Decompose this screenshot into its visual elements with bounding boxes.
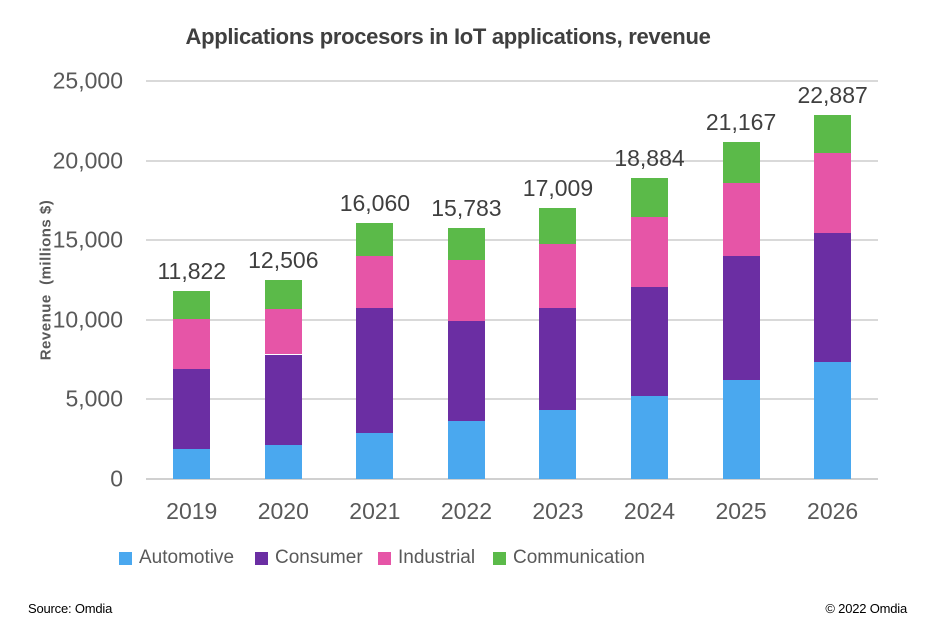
footer-source-text: Source: Omdia (28, 601, 113, 616)
bar-segment-automotive-2021 (356, 433, 394, 479)
bar-segment-consumer-2024 (631, 286, 669, 397)
x-tick-label-2023: 2023 (532, 498, 584, 524)
y-tick-label: 20,000 (52, 147, 123, 174)
bar-segment-automotive-2022 (447, 421, 485, 479)
legend-item-industrial: Industrial (378, 546, 475, 570)
bar-segment-automotive-2024 (631, 396, 669, 479)
bar-segment-communication-2019 (173, 290, 211, 320)
gridline (146, 318, 879, 321)
x-axis-line (146, 478, 879, 480)
x-tick-label-2025: 2025 (715, 498, 767, 524)
bar-segment-automotive-2020 (264, 445, 302, 479)
bar-segment-consumer-2026 (814, 232, 852, 363)
legend: Automotive Consumer Industrial Communicatio… (0, 546, 935, 572)
y-tick-label: 25,000 (52, 67, 123, 94)
y-tick-label: 0 (110, 465, 123, 492)
bar-segment-communication-2026 (814, 114, 852, 154)
bar-segment-automotive-2023 (539, 410, 577, 479)
y-tick-label: 15,000 (52, 226, 123, 253)
total-data-label: 11,822 (157, 257, 227, 284)
legend-swatch-icon (493, 551, 506, 565)
legend-swatch-icon (255, 551, 268, 565)
bar-segment-consumer-2022 (447, 321, 485, 422)
footer-copyright-text: © 2022 Omdia (825, 601, 907, 616)
gridline (146, 80, 879, 82)
x-tick-label-2020: 2020 (257, 498, 309, 524)
total-data-label: 12,506 (248, 246, 319, 273)
bar-segment-communication-2023 (539, 208, 577, 245)
bar-segment-industrial-2021 (356, 255, 394, 309)
legend-swatch-icon (378, 551, 391, 565)
gridline (146, 239, 879, 242)
legend-item-automotive: Automotive (119, 546, 234, 570)
bar-segment-automotive-2025 (722, 380, 760, 479)
chart-title: Applications procesors in IoT applicatio… (185, 24, 711, 49)
bar-segment-communication-2021 (356, 223, 394, 256)
bar-segment-industrial-2020 (264, 309, 302, 355)
legend-label: Automotive (139, 547, 235, 568)
bar-segment-industrial-2019 (173, 319, 211, 369)
x-tick-label-2026: 2026 (807, 498, 859, 524)
bar-segment-automotive-2026 (814, 362, 852, 479)
total-data-label: 17,009 (522, 175, 594, 202)
total-data-label: 18,884 (614, 145, 685, 172)
bar-segment-industrial-2023 (539, 244, 577, 308)
legend-swatch-icon (119, 551, 132, 565)
bar-segment-consumer-2020 (264, 354, 302, 446)
y-axis-title: Revenue (millions $) (37, 199, 55, 361)
bar-segment-communication-2020 (264, 279, 302, 310)
bar-segment-communication-2025 (722, 142, 760, 184)
total-data-label: 15,783 (431, 194, 502, 221)
legend-label: Industrial (398, 547, 476, 568)
legend-item-consumer: Consumer (255, 546, 363, 570)
y-tick-label: 10,000 (52, 306, 123, 333)
gridline (146, 398, 879, 401)
x-tick-label-2022: 2022 (440, 498, 493, 524)
x-tick-label-2019: 2019 (166, 498, 218, 524)
bar-segment-consumer-2023 (539, 307, 577, 411)
total-data-label: 22,887 (797, 81, 868, 108)
bar-segment-consumer-2021 (356, 308, 394, 434)
x-tick-label-2024: 2024 (623, 498, 676, 524)
bar-segment-communication-2024 (631, 178, 669, 217)
bar-segment-consumer-2025 (722, 255, 760, 381)
gridline (146, 159, 879, 162)
bar-segment-industrial-2022 (447, 260, 485, 322)
x-tick-label-2021: 2021 (349, 498, 401, 524)
bar-segment-industrial-2024 (631, 216, 669, 287)
bar-segment-consumer-2019 (173, 368, 211, 449)
bar-segment-industrial-2025 (722, 183, 760, 256)
bar-segment-automotive-2019 (173, 448, 211, 479)
total-data-label: 21,167 (705, 109, 777, 136)
bar-segment-communication-2022 (447, 227, 485, 261)
bar-segment-industrial-2026 (814, 153, 852, 233)
legend-label: Communication (513, 547, 645, 568)
legend-item-communication: Communication (493, 546, 645, 570)
legend-label: Consumer (275, 547, 363, 568)
y-tick-label: 5,000 (65, 385, 123, 412)
total-data-label: 16,060 (339, 190, 411, 217)
